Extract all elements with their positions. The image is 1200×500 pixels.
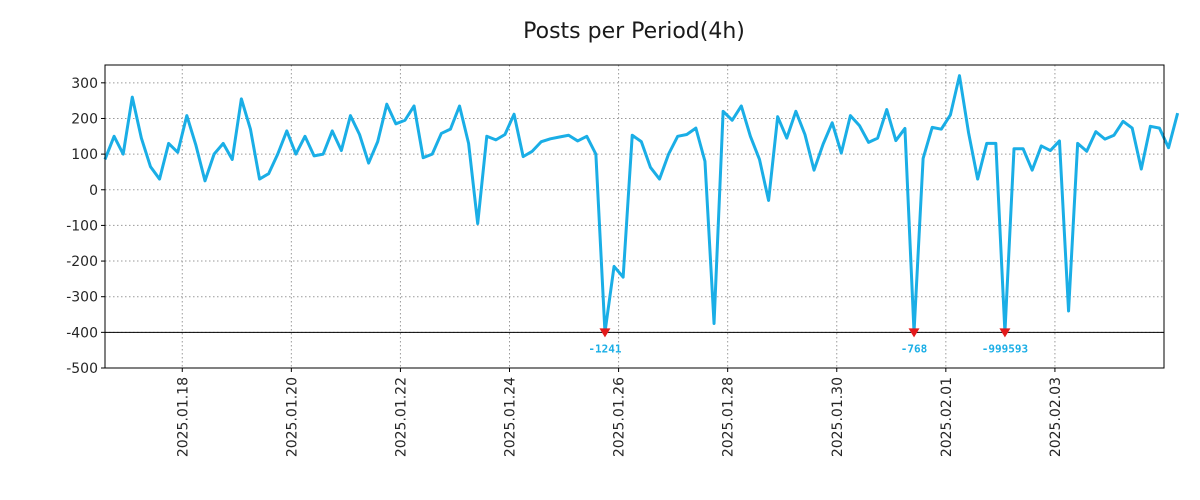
chart-title: Posts per Period(4h) [523,19,745,44]
x-tick-label: 2025.01.26 [612,377,628,457]
outlier-markers: -1241 -768 -999593 [588,328,1028,355]
x-tick-label: 2025.01.20 [284,377,300,457]
x-tick-label: 2025.01.24 [503,377,519,457]
x-tick-label: 2025.02.01 [939,377,955,457]
outlier-label: -999593 [982,342,1028,355]
y-tick-label: 0 [89,183,98,199]
outlier-label: -768 [901,342,928,355]
y-tick-label: -500 [66,361,98,377]
y-tick-label: -300 [66,290,98,306]
x-tick-label: 2025.01.18 [175,377,191,457]
x-tick-label: 2025.01.30 [830,377,846,457]
y-tick-label: -200 [66,254,98,270]
outlier-marker [599,328,611,338]
y-tick-label: 100 [71,147,98,163]
x-tick-label: 2025.02.03 [1048,377,1064,457]
y-axis: 300 200 100 0 -100 -200 -300 -400 -500 [66,76,105,377]
x-tick-label: 2025.01.28 [721,377,737,457]
grid-lines [105,65,1164,368]
x-tick-label: 2025.01.22 [393,377,409,457]
outlier-marker [999,328,1011,338]
plot-frame [104,64,1165,369]
series-group [103,74,1180,334]
y-tick-label: -400 [66,325,98,341]
outlier-marker [908,328,920,338]
x-axis: 2025.01.18 2025.01.20 2025.01.22 2025.01.24… [175,368,1064,457]
outlier-label: -1241 [588,342,621,355]
y-tick-label: -100 [66,218,98,234]
y-tick-label: 200 [71,111,98,127]
series-line [103,74,1180,334]
y-tick-label: 300 [71,76,98,92]
